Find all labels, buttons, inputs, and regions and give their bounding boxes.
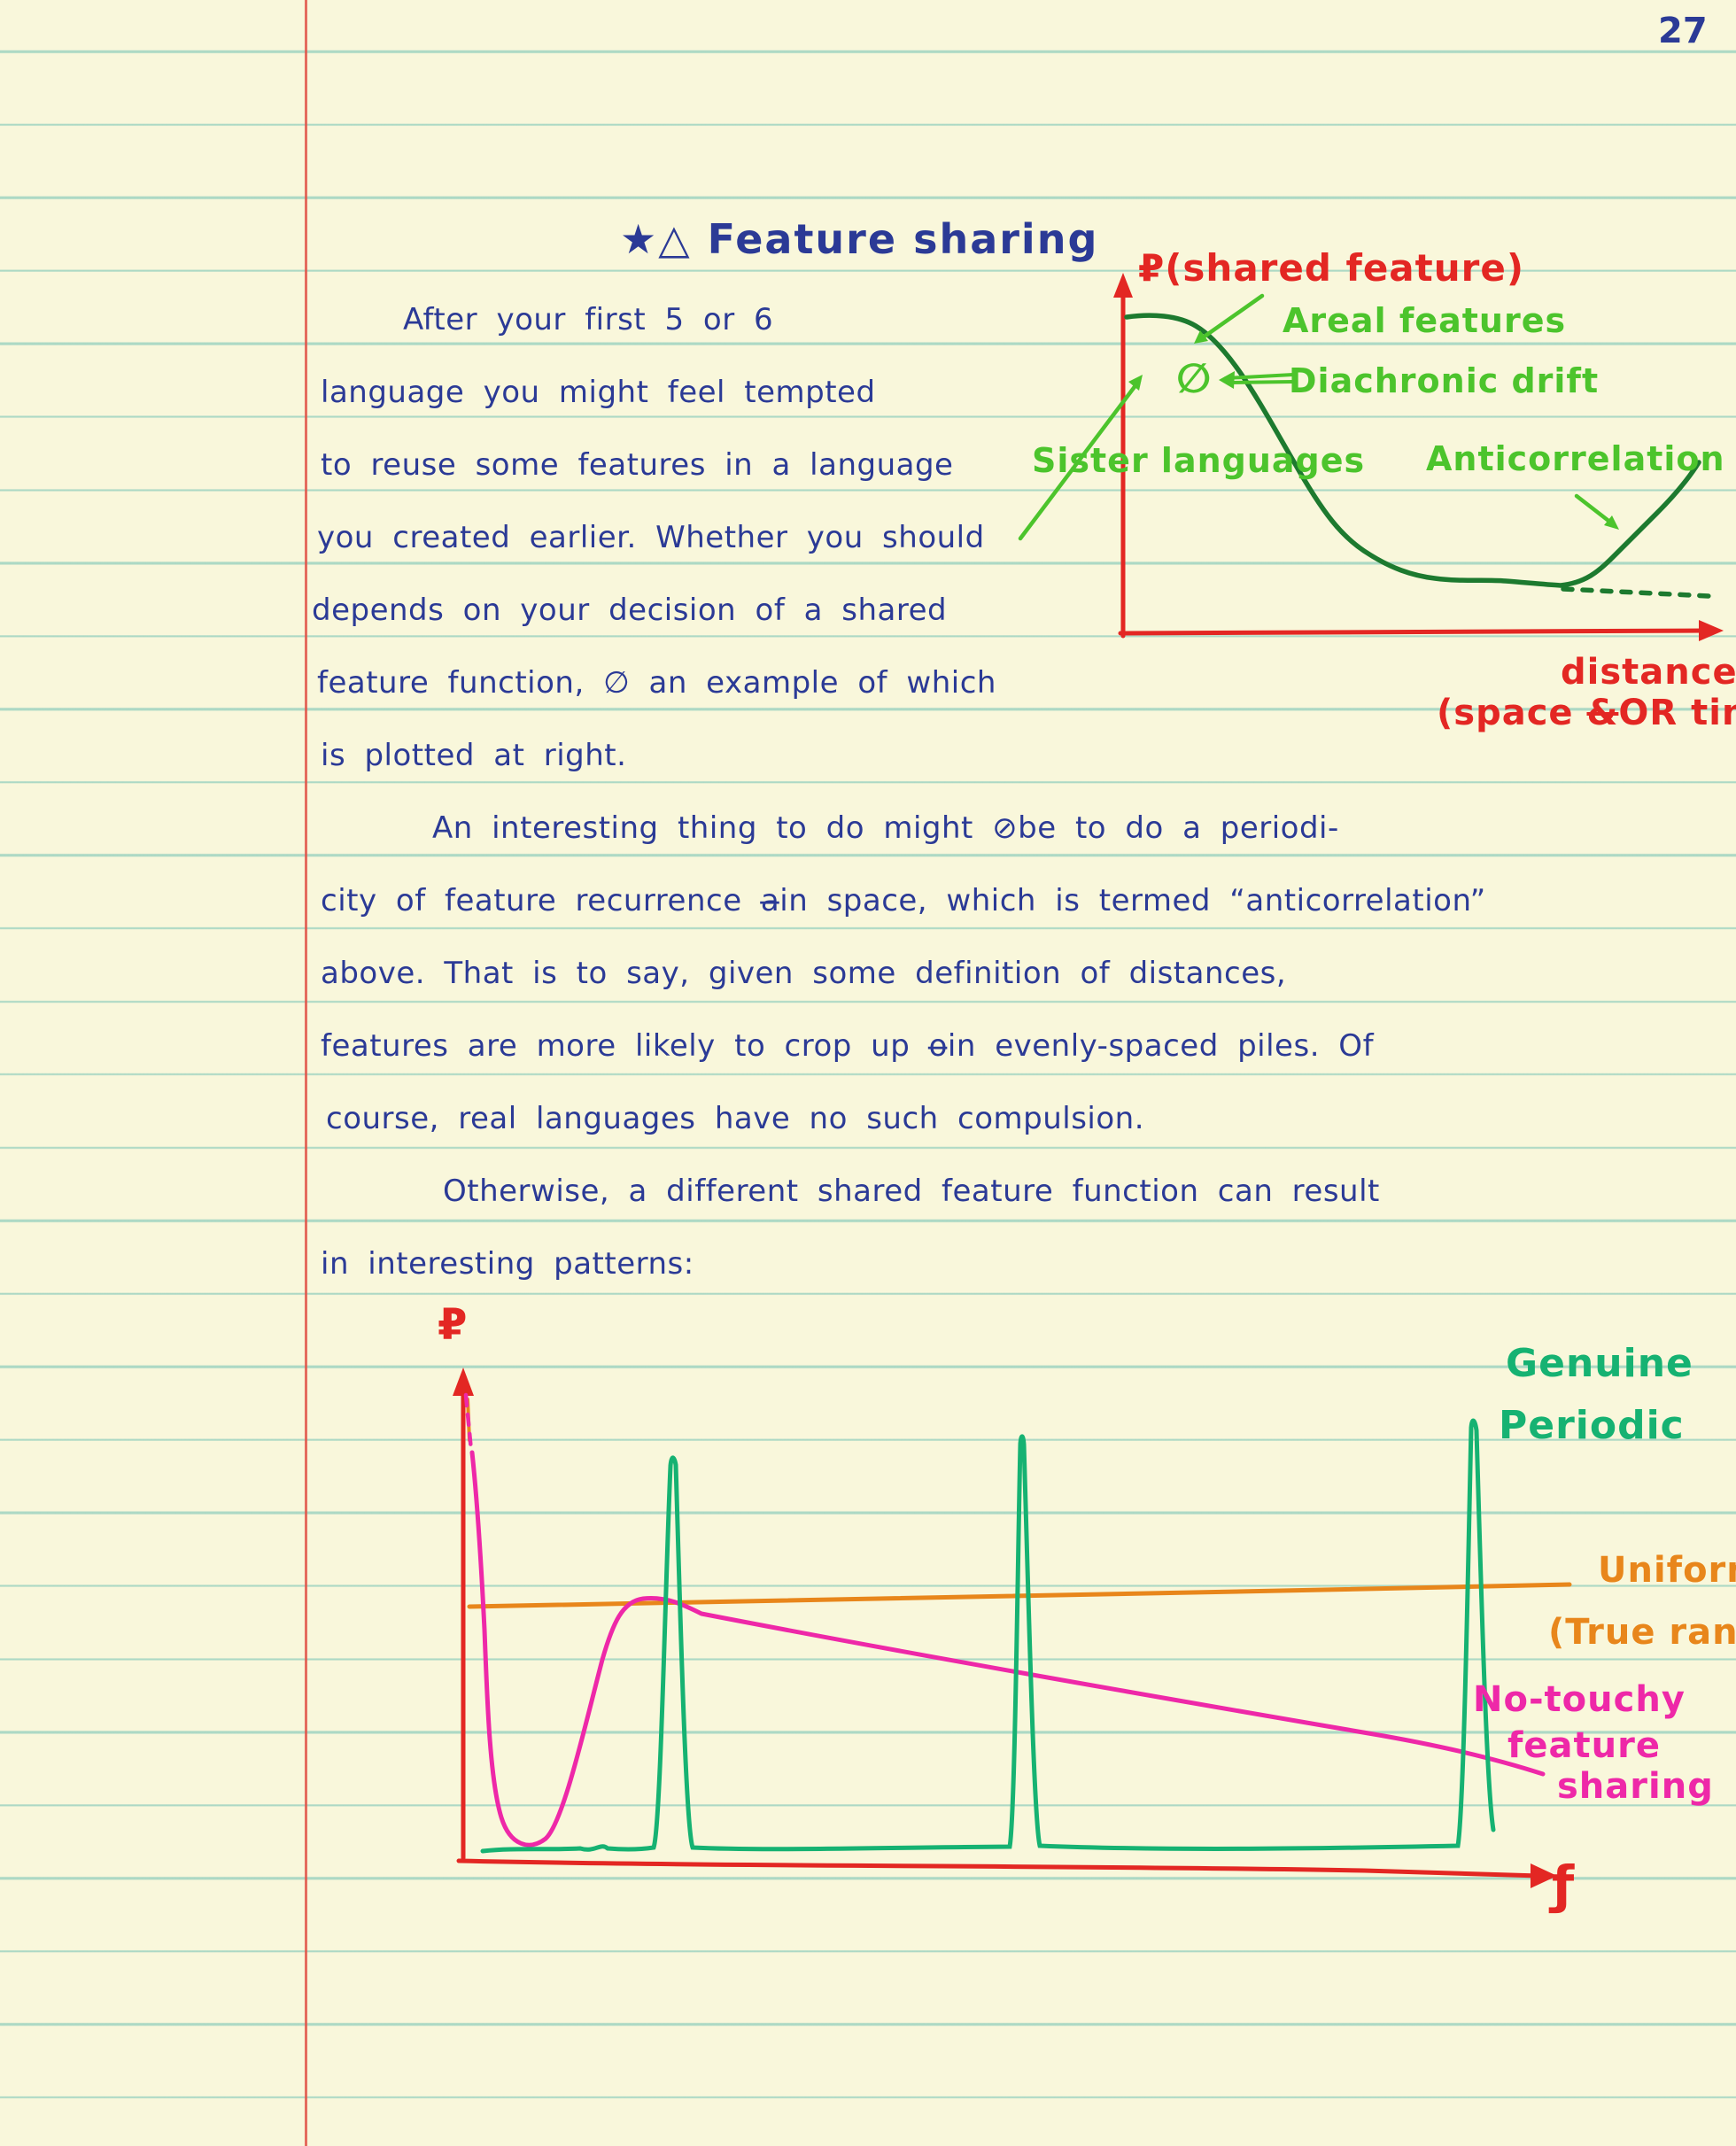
body-line: features are more likely to crop up o̶in…	[321, 1028, 1375, 1064]
anticorrelation-label: Anticorrelation	[1426, 439, 1725, 478]
shared-feature-chart	[1018, 273, 1724, 641]
body-line: you created earlier. Whether you should	[317, 520, 985, 555]
body-line: feature function, ∅ an example of which	[317, 665, 996, 701]
body-line: course, real languages have no such comp…	[326, 1101, 1145, 1136]
y-axis-arrow-icon	[1113, 273, 1133, 298]
x-axis-arrow-icon	[1699, 620, 1724, 641]
genuine-periodic-curve	[480, 1418, 1496, 1854]
chart-top-x-axis	[1118, 628, 1709, 636]
periodic-label: Periodic	[1499, 1403, 1685, 1448]
sister-languages-label: Sister languages	[1032, 441, 1366, 480]
areal-features-label: Areal features	[1283, 301, 1567, 340]
sister-arrow	[1018, 378, 1142, 541]
x-label-pre: (space	[1437, 693, 1587, 733]
body-line: Otherwise, a different shared feature fu…	[443, 1174, 1380, 1209]
x-axis-arrow-icon	[1531, 1863, 1557, 1888]
chart-top-x-label-line1: distance	[1561, 652, 1736, 693]
uniform-line	[467, 1582, 1572, 1609]
body-line: depends on your decision of a shared	[312, 593, 948, 628]
body-line: is plotted at right.	[321, 738, 627, 773]
diachronic-arrow-icon	[1219, 371, 1235, 389]
notouchy-dashed-start	[463, 1392, 474, 1453]
anticorrelation-arrow	[1574, 493, 1615, 526]
areal-arrow	[1197, 293, 1265, 343]
chart-bottom-y-label: ₽	[438, 1300, 469, 1350]
page-number: 27	[1658, 11, 1708, 51]
chart-top-y-label: ₽(shared feature)	[1138, 246, 1525, 290]
page-title: ★△ Feature sharing	[620, 215, 1098, 263]
body-line: to reuse some features in a language	[321, 447, 954, 483]
x-label-post: OR time)	[1618, 693, 1736, 733]
true-random-label: (True random)	[1548, 1612, 1736, 1653]
body-line: above. That is to say, given some defini…	[321, 956, 1287, 991]
sister-arrow-icon	[1128, 375, 1143, 391]
y-axis-arrow-icon	[453, 1367, 474, 1396]
areal-arrow-icon	[1194, 330, 1208, 344]
anticorrelation-arrow-icon	[1604, 515, 1619, 530]
phi-symbol: ∅	[1176, 354, 1213, 402]
body-line: An interesting thing to do might ⊘be to …	[432, 810, 1339, 846]
chart-top-x-label-line2: (space &OR time)	[1437, 693, 1736, 733]
patterns-chart	[453, 1367, 1572, 1888]
dashed-continuation-curve	[1561, 586, 1712, 599]
chart-bottom-x-label: ƒ	[1552, 1855, 1576, 1915]
no-touchy-label: No-touchy	[1473, 1679, 1686, 1720]
diachronic-arrow	[1224, 373, 1295, 384]
x-label-struck-char: &	[1586, 693, 1619, 733]
chart-bottom-x-axis	[456, 1858, 1542, 1879]
notouchy-curve	[469, 1450, 1546, 1848]
page-title-text: Feature sharing	[707, 215, 1099, 263]
shared-feature-curve	[1124, 313, 1701, 588]
sharing-label: sharing	[1557, 1766, 1714, 1807]
diachronic-drift-label: Diachronic drift	[1289, 361, 1600, 400]
star-triangle-icon: ★△	[620, 215, 692, 263]
genuine-label: Genuine	[1506, 1341, 1693, 1386]
body-line: language you might feel tempted	[321, 375, 876, 410]
uniform-label: Uniform	[1598, 1550, 1736, 1591]
body-line: in interesting patterns:	[321, 1246, 694, 1282]
body-line: city of feature recurrence a̶in space, w…	[321, 883, 1486, 918]
body-line: After your first 5 or 6	[403, 302, 774, 337]
feature-label: feature	[1507, 1725, 1661, 1766]
red-margin-line	[305, 0, 307, 2146]
